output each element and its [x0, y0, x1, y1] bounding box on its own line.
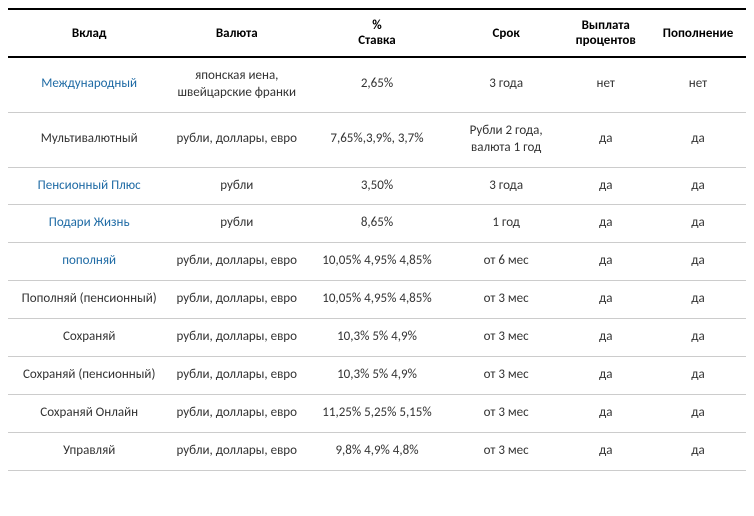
cell-rate: 7,65%,3,9%, 3,7%	[303, 112, 451, 167]
header-rate-line2: Ставка	[307, 33, 447, 48]
cell-term: от 3 мес	[451, 394, 562, 432]
cell-term: от 6 мес	[451, 243, 562, 281]
cell-topup: да	[650, 432, 746, 470]
cell-term: 1 год	[451, 205, 562, 243]
table-row: Сохраняй Онлайнрубли, доллары, евро11,25…	[8, 394, 746, 432]
cell-currency: японская иена, швейцарские франки	[170, 57, 303, 112]
header-term: Срок	[451, 9, 562, 57]
cell-payout: да	[561, 432, 650, 470]
cell-currency: рубли	[170, 205, 303, 243]
cell-term: от 3 мес	[451, 281, 562, 319]
cell-currency: рубли, доллары, евро	[170, 112, 303, 167]
cell-rate: 8,65%	[303, 205, 451, 243]
cell-payout: да	[561, 205, 650, 243]
cell-topup: да	[650, 319, 746, 357]
table-row: Пенсионный Плюсрубли3,50%3 годадада	[8, 167, 746, 205]
table-row: пополняйрубли, доллары, евро10,05% 4,95%…	[8, 243, 746, 281]
header-payout: Выплата процентов	[561, 9, 650, 57]
cell-deposit: Мультивалютный	[8, 112, 170, 167]
cell-rate: 10,05% 4,95% 4,85%	[303, 243, 451, 281]
table-row: Сохраняй (пенсионный)рубли, доллары, евр…	[8, 357, 746, 395]
cell-currency: рубли, доллары, евро	[170, 432, 303, 470]
cell-deposit[interactable]: пополняй	[8, 243, 170, 281]
table-header-row: Вклад Валюта % Ставка Срок Выплата проце…	[8, 9, 746, 57]
cell-topup: нет	[650, 57, 746, 112]
cell-rate: 3,50%	[303, 167, 451, 205]
cell-rate: 10,3% 5% 4,9%	[303, 319, 451, 357]
table-row: Международныйяпонская иена, швейцарские …	[8, 57, 746, 112]
table-row: Подари Жизньрубли8,65%1 годдада	[8, 205, 746, 243]
cell-topup: да	[650, 167, 746, 205]
cell-rate: 10,3% 5% 4,9%	[303, 357, 451, 395]
cell-rate: 11,25% 5,25% 5,15%	[303, 394, 451, 432]
header-topup: Пополнение	[650, 9, 746, 57]
cell-topup: да	[650, 357, 746, 395]
cell-currency: рубли, доллары, евро	[170, 319, 303, 357]
cell-payout: нет	[561, 57, 650, 112]
cell-deposit: Сохраняй	[8, 319, 170, 357]
cell-payout: да	[561, 394, 650, 432]
cell-deposit: Управляй	[8, 432, 170, 470]
cell-deposit: Сохраняй (пенсионный)	[8, 357, 170, 395]
cell-term: от 3 мес	[451, 319, 562, 357]
header-rate: % Ставка	[303, 9, 451, 57]
cell-term: от 3 мес	[451, 357, 562, 395]
header-deposit: Вклад	[8, 9, 170, 57]
cell-term: 3 года	[451, 57, 562, 112]
cell-payout: да	[561, 112, 650, 167]
cell-rate: 9,8% 4,9% 4,8%	[303, 432, 451, 470]
cell-rate: 10,05% 4,95% 4,85%	[303, 281, 451, 319]
cell-payout: да	[561, 357, 650, 395]
cell-topup: да	[650, 243, 746, 281]
cell-rate: 2,65%	[303, 57, 451, 112]
table-row: Пополняй (пенсионный)рубли, доллары, евр…	[8, 281, 746, 319]
cell-payout: да	[561, 243, 650, 281]
cell-topup: да	[650, 112, 746, 167]
header-payout-line1: Выплата	[565, 18, 646, 33]
cell-deposit: Сохраняй Онлайн	[8, 394, 170, 432]
cell-term: 3 года	[451, 167, 562, 205]
cell-payout: да	[561, 281, 650, 319]
cell-currency: рубли, доллары, евро	[170, 357, 303, 395]
cell-deposit[interactable]: Подари Жизнь	[8, 205, 170, 243]
cell-payout: да	[561, 167, 650, 205]
cell-currency: рубли, доллары, евро	[170, 394, 303, 432]
header-currency: Валюта	[170, 9, 303, 57]
cell-topup: да	[650, 281, 746, 319]
cell-topup: да	[650, 394, 746, 432]
deposits-table: Вклад Валюта % Ставка Срок Выплата проце…	[8, 8, 746, 471]
header-rate-line1: %	[307, 18, 447, 33]
table-row: Сохраняйрубли, доллары, евро10,3% 5% 4,9…	[8, 319, 746, 357]
cell-deposit[interactable]: Международный	[8, 57, 170, 112]
cell-deposit[interactable]: Пенсионный Плюс	[8, 167, 170, 205]
cell-deposit: Пополняй (пенсионный)	[8, 281, 170, 319]
cell-topup: да	[650, 205, 746, 243]
cell-term: от 3 мес	[451, 432, 562, 470]
cell-currency: рубли	[170, 167, 303, 205]
header-payout-line2: процентов	[565, 33, 646, 48]
table-row: Мультивалютныйрубли, доллары, евро7,65%,…	[8, 112, 746, 167]
cell-term: Рубли 2 года, валюта 1 год	[451, 112, 562, 167]
cell-payout: да	[561, 319, 650, 357]
cell-currency: рубли, доллары, евро	[170, 243, 303, 281]
cell-currency: рубли, доллары, евро	[170, 281, 303, 319]
table-row: Управляйрубли, доллары, евро9,8% 4,9% 4,…	[8, 432, 746, 470]
